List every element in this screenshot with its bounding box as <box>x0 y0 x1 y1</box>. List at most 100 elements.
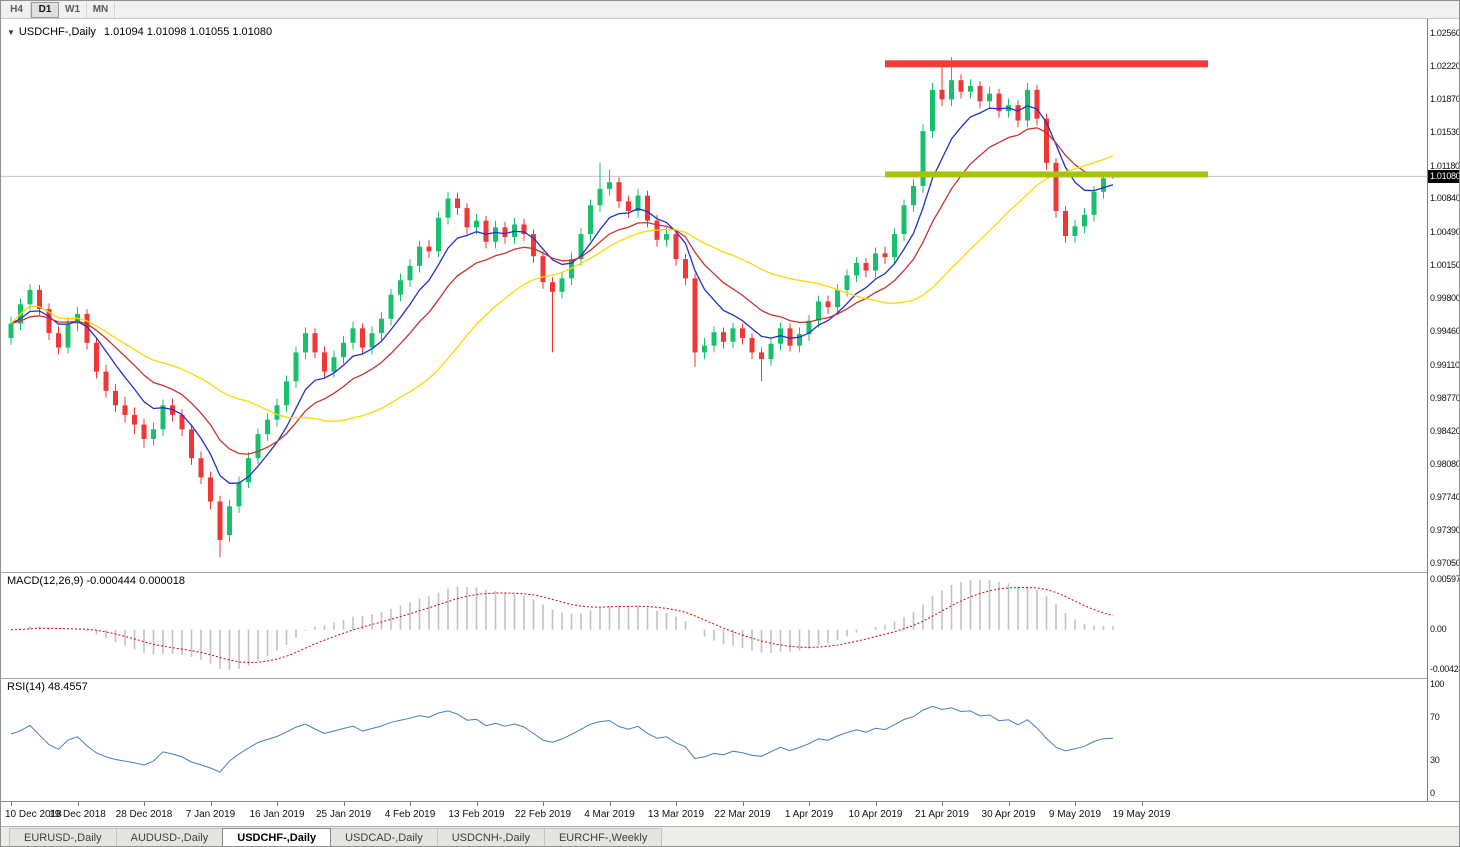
axis-label: 0.00 <box>1430 623 1447 634</box>
axis-label: 0 <box>1430 788 1435 798</box>
chart-ohlc-header: ▼ USDCHF-,Daily 1.01094 1.01098 1.01055 1.… <box>7 26 272 38</box>
axis-label: 0.99460 <box>1430 326 1460 337</box>
axis-label: 1.02560 <box>1430 28 1460 38</box>
ohlc-values: 1.01094 1.01098 1.01055 1.01080 <box>103 26 273 38</box>
time-tick <box>277 802 278 806</box>
time-tick <box>11 802 12 806</box>
date-label: 7 Jan 2019 <box>185 809 236 820</box>
fast-ma <box>10 105 1114 484</box>
axis-label: -0.00424 <box>1430 664 1460 674</box>
axis-label: 0.97390 <box>1430 525 1460 536</box>
date-label: 19 May 2019 <box>1112 809 1171 820</box>
time-axis[interactable]: 10 Dec 2018 19 Dec 2018 28 Dec 2018 7 Jan 2… <box>1 801 1459 826</box>
date-label: 1 Apr 2019 <box>784 809 834 820</box>
rsi-panel-separator[interactable] <box>1 678 1459 679</box>
current-price-badge: 1.01080 <box>1428 170 1460 184</box>
axis-label: 100 <box>1430 679 1445 689</box>
date-label: 9 May 2019 <box>1048 809 1102 820</box>
date-label: 13 Mar 2019 <box>647 809 705 820</box>
chart-tab-bar: EURUSD-,Daily AUDUSD-,Daily USDCHF-,Daily U… <box>1 826 1459 846</box>
time-tick <box>942 802 943 806</box>
macd-indicator-label: MACD(12,26,9) -0.000444 0.000018 <box>7 575 185 587</box>
rsi-name: RSI(14) <box>7 681 45 693</box>
date-label: 16 Jan 2019 <box>249 809 305 820</box>
date-label: 25 Jan 2019 <box>315 809 372 820</box>
macd-panel-canvas[interactable] <box>1 572 1427 678</box>
chart-tab-eurchf-weekly[interactable]: EURCHF-,Weekly <box>543 827 663 846</box>
axis-label: 0.99800 <box>1430 293 1460 304</box>
timeframe-button-d1[interactable]: D1 <box>31 1 59 18</box>
chart-tabs: EURUSD-,Daily AUDUSD-,Daily USDCHF-,Daily U… <box>9 827 663 846</box>
timeframe-button-w1[interactable]: W1 <box>59 1 87 18</box>
axis-label: 1.01180 <box>1430 160 1460 171</box>
macd-signal-line <box>10 586 1114 664</box>
chart-tab-usdcnh-daily[interactable]: USDCNH-,Daily <box>436 827 545 846</box>
timeframe-button-mn[interactable]: MN <box>87 1 115 18</box>
chart-tab-usdcad-daily[interactable]: USDCAD-,Daily <box>330 827 438 846</box>
date-label: 28 Dec 2018 <box>115 809 173 820</box>
resistance-line[interactable] <box>885 60 1208 68</box>
date-label: 22 Feb 2019 <box>514 809 572 820</box>
axis-label: 1.00150 <box>1430 259 1460 270</box>
time-tick <box>676 802 677 806</box>
date-label: 21 Apr 2019 <box>915 809 969 820</box>
axis-label: 0.97050 <box>1430 558 1460 568</box>
chart-tab-eurusd-daily[interactable]: EURUSD-,Daily <box>9 827 117 846</box>
axis-label: 0.99110 <box>1430 359 1460 370</box>
time-tick <box>410 802 411 806</box>
time-tick <box>809 802 810 806</box>
rsi-value: 48.4557 <box>47 681 88 693</box>
rsi-panel-canvas[interactable] <box>1 678 1427 801</box>
symbol-timeframe-label: USDCHF-,Daily <box>18 26 96 38</box>
slow-ma <box>10 155 1114 423</box>
timeframe-toolbar: H4 D1 W1 MN <box>1 1 1459 19</box>
timeframe-buttons: H4 D1 W1 MN <box>3 1 115 18</box>
date-label: 10 Dec 2018 <box>5 809 62 820</box>
collapse-arrow-icon[interactable]: ▼ <box>7 28 15 37</box>
axis-label: 0.97740 <box>1430 491 1460 502</box>
time-tick <box>875 802 877 806</box>
date-label: 22 Mar 2019 <box>714 809 771 820</box>
time-tick <box>1075 802 1076 806</box>
timeframe-button-h4[interactable]: H4 <box>3 1 31 18</box>
date-label: 13 Feb 2019 <box>448 809 505 820</box>
time-tick <box>476 802 478 806</box>
time-tick <box>1141 802 1143 806</box>
date-label: 4 Mar 2019 <box>584 809 635 820</box>
price-axis[interactable]: 1.01080 1.02560 1.02220 1.01870 1.01530 1.01… <box>1427 19 1460 801</box>
time-tick <box>1008 802 1010 806</box>
time-tick <box>77 802 79 806</box>
time-tick <box>543 802 544 806</box>
medium-ma <box>10 127 1114 455</box>
support-line[interactable] <box>885 171 1208 178</box>
chart-tab-usdchf-daily[interactable]: USDCHF-,Daily <box>222 827 332 846</box>
time-tick <box>210 802 212 806</box>
axis-label: 0.98080 <box>1430 458 1460 469</box>
axis-label: 1.00840 <box>1430 193 1460 204</box>
rsi-line <box>10 705 1114 773</box>
time-tick <box>144 802 145 806</box>
axis-label: 1.00490 <box>1430 227 1460 238</box>
axis-label: 30 <box>1430 755 1440 766</box>
date-label: 10 Apr 2019 <box>848 809 903 820</box>
price-panel-canvas[interactable] <box>1 19 1427 572</box>
time-tick <box>742 802 744 806</box>
date-label: 4 Feb 2019 <box>384 809 436 820</box>
chart-plot[interactable] <box>1 19 1427 801</box>
rsi-indicator-label: RSI(14) 48.4557 <box>7 681 88 693</box>
date-label: 30 Apr 2019 <box>981 809 1036 820</box>
macd-name: MACD(12,26,9) <box>7 575 84 587</box>
axis-label: 1.02220 <box>1430 60 1460 71</box>
time-tick <box>609 802 611 806</box>
chart-tab-audusd-daily[interactable]: AUDUSD-,Daily <box>115 827 224 846</box>
axis-label: 0.98420 <box>1430 426 1460 437</box>
macd-values: -0.000444 0.000018 <box>86 575 185 587</box>
axis-label: 1.01530 <box>1430 127 1460 138</box>
axis-label: 0.00597 <box>1430 574 1460 584</box>
axis-label: 70 <box>1430 711 1440 722</box>
axis-label: 1.01870 <box>1430 94 1460 105</box>
chart-window: ▼ USDCHF-,Daily 1.01094 1.01098 1.01055 1.… <box>1 19 1460 826</box>
macd-panel-separator[interactable] <box>1 572 1459 573</box>
time-tick <box>343 802 345 806</box>
